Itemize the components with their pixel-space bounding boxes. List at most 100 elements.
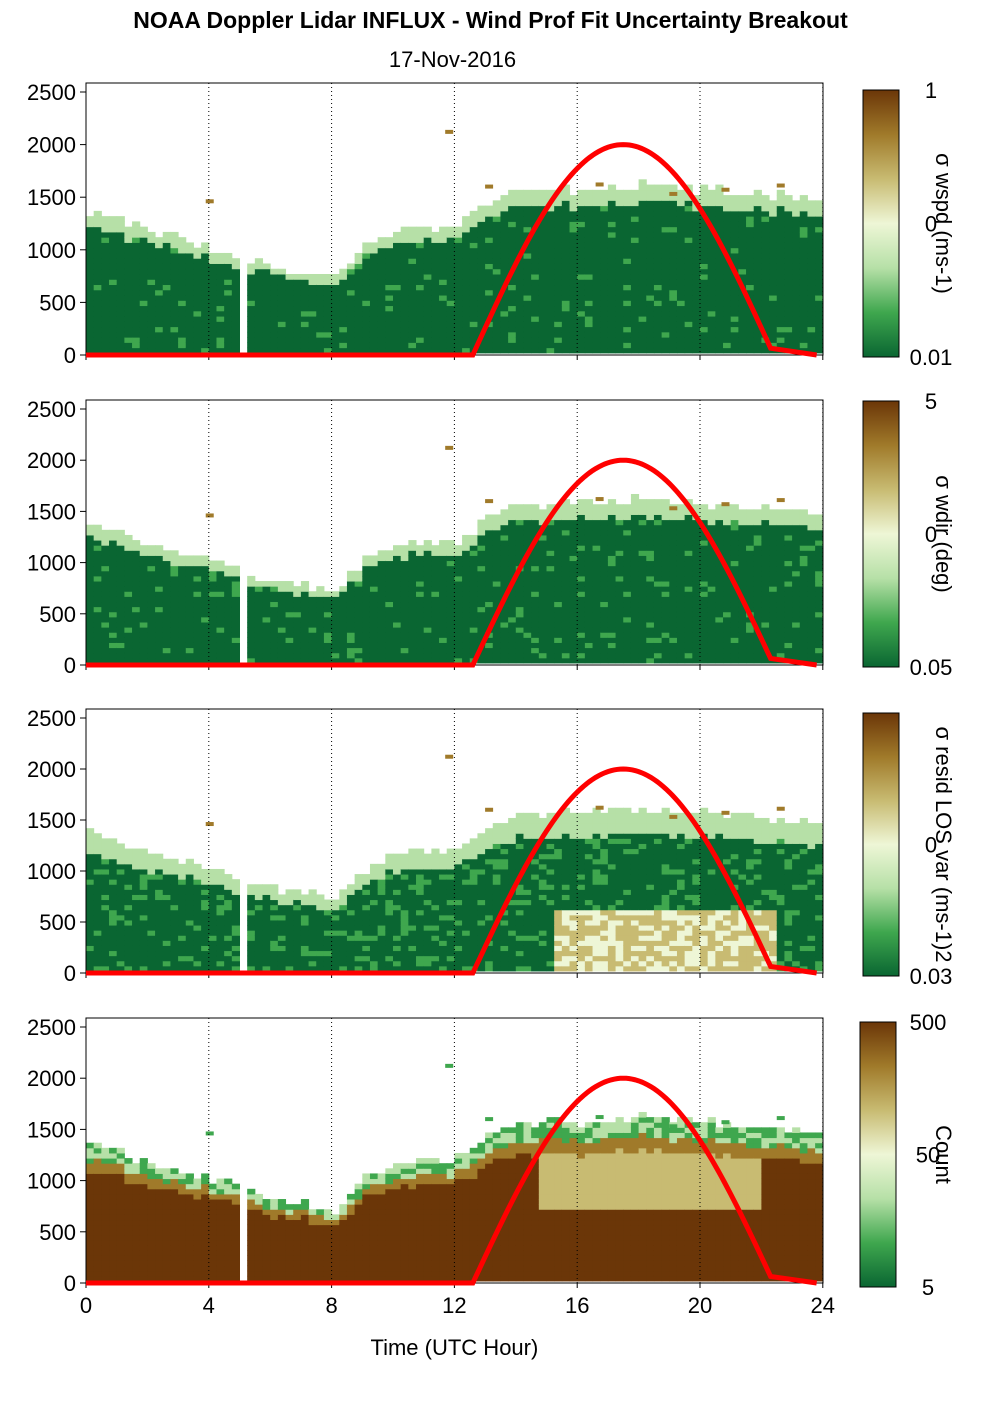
heatmap-cell [247, 642, 256, 649]
heatmap-cell [676, 565, 686, 572]
heatmap-cell [815, 300, 824, 307]
heatmap-cell [201, 326, 210, 333]
heatmap-cell [231, 258, 240, 264]
heatmap-cell [730, 560, 739, 567]
heatmap-cell [646, 321, 655, 328]
heatmap-cell [416, 647, 425, 654]
heatmap-cell [769, 263, 778, 270]
heatmap-cell [815, 342, 824, 349]
heatmap-cell [615, 560, 624, 567]
heatmap-cell [124, 289, 133, 296]
heatmap-cell [746, 195, 755, 201]
heatmap-cell [201, 258, 210, 264]
heatmap-cell [592, 545, 601, 551]
heatmap-cell [661, 258, 670, 264]
heatmap-cell [109, 621, 118, 628]
heatmap-cell [761, 310, 770, 317]
heatmap-cell [170, 621, 179, 628]
heatmap-cell [508, 601, 517, 608]
heatmap-cell [600, 509, 609, 515]
heatmap-cell [715, 529, 724, 536]
heatmap-cell [416, 657, 425, 664]
heatmap-cell [661, 210, 670, 217]
heatmap-cell [569, 534, 578, 541]
heatmap-cell [792, 581, 801, 587]
heatmap-cell [369, 263, 379, 270]
heatmap-cell [607, 316, 617, 322]
heatmap-cell [346, 621, 356, 628]
heatmap-cell [630, 195, 640, 201]
heatmap-cell [270, 289, 279, 296]
heatmap-cell [293, 596, 302, 603]
heatmap-cell [109, 637, 118, 643]
colorbar-tick-label: 0 [925, 522, 937, 547]
heatmap-cell [554, 216, 563, 222]
heatmap-cell [500, 326, 509, 333]
heatmap-cell [86, 524, 95, 531]
heatmap-cell [277, 642, 287, 649]
heatmap-cell [139, 279, 148, 286]
heatmap-cell [446, 263, 455, 270]
heatmap-cell [784, 316, 793, 322]
heatmap-cell [185, 295, 194, 301]
heatmap-cell [93, 899, 102, 906]
heatmap-cell [109, 632, 118, 638]
heatmap-cell [485, 300, 494, 307]
heatmap-cell [615, 509, 624, 515]
heatmap-cell [408, 252, 417, 259]
heatmap-cell [669, 606, 678, 613]
heatmap-cell [285, 284, 294, 291]
heatmap-cell [147, 273, 156, 280]
heatmap-cell [116, 263, 125, 270]
heatmap-cell [784, 205, 793, 212]
heatmap-cell [684, 545, 693, 551]
heatmap-cell [531, 657, 540, 664]
heatmap-cell [277, 606, 287, 613]
heatmap-cell [416, 652, 425, 659]
heatmap-cell [86, 833, 95, 839]
heatmap-cell [784, 273, 793, 280]
heatmap-cell [408, 637, 417, 643]
heatmap-cell [109, 652, 118, 659]
heatmap-cell [346, 652, 356, 659]
heatmap-cell [577, 321, 586, 328]
heatmap-cell [86, 925, 95, 931]
heatmap-cell [646, 509, 655, 515]
heatmap-cell [116, 616, 125, 623]
heatmap-cell [700, 565, 709, 572]
heatmap-cell [86, 657, 95, 664]
heatmap-cell [523, 247, 532, 254]
heatmap-cell [595, 497, 604, 502]
heatmap-cell [170, 616, 179, 623]
heatmap-cell [515, 637, 524, 643]
heatmap-cell [454, 268, 463, 275]
heatmap-cell [707, 647, 716, 654]
heatmap-cell [362, 652, 371, 659]
heatmap-cell [784, 279, 793, 286]
heatmap-cell [193, 611, 202, 618]
heatmap-cell [723, 611, 732, 618]
heatmap-cell [600, 195, 609, 201]
heatmap-cell [101, 321, 110, 328]
heatmap-cell [224, 652, 233, 659]
heatmap-cell [385, 616, 394, 623]
heatmap-cell [185, 284, 194, 291]
heatmap-cell [730, 347, 739, 354]
heatmap-cell [500, 305, 509, 312]
heatmap-cell [339, 268, 348, 275]
heatmap-cell [638, 570, 647, 577]
heatmap-cell [607, 321, 617, 328]
heatmap-cell [554, 321, 563, 328]
heatmap-cell [776, 550, 785, 556]
heatmap-cell [139, 647, 148, 654]
heatmap-cell [400, 560, 409, 567]
heatmap-cell [807, 242, 816, 249]
heatmap-cell [109, 242, 118, 249]
heatmap-cell [554, 596, 563, 603]
heatmap-cell [346, 647, 356, 654]
heatmap-cell [523, 289, 532, 296]
heatmap-cell [769, 295, 778, 301]
heatmap-cell [623, 657, 632, 664]
heatmap-cell [277, 627, 287, 633]
heatmap-cell [584, 560, 594, 567]
